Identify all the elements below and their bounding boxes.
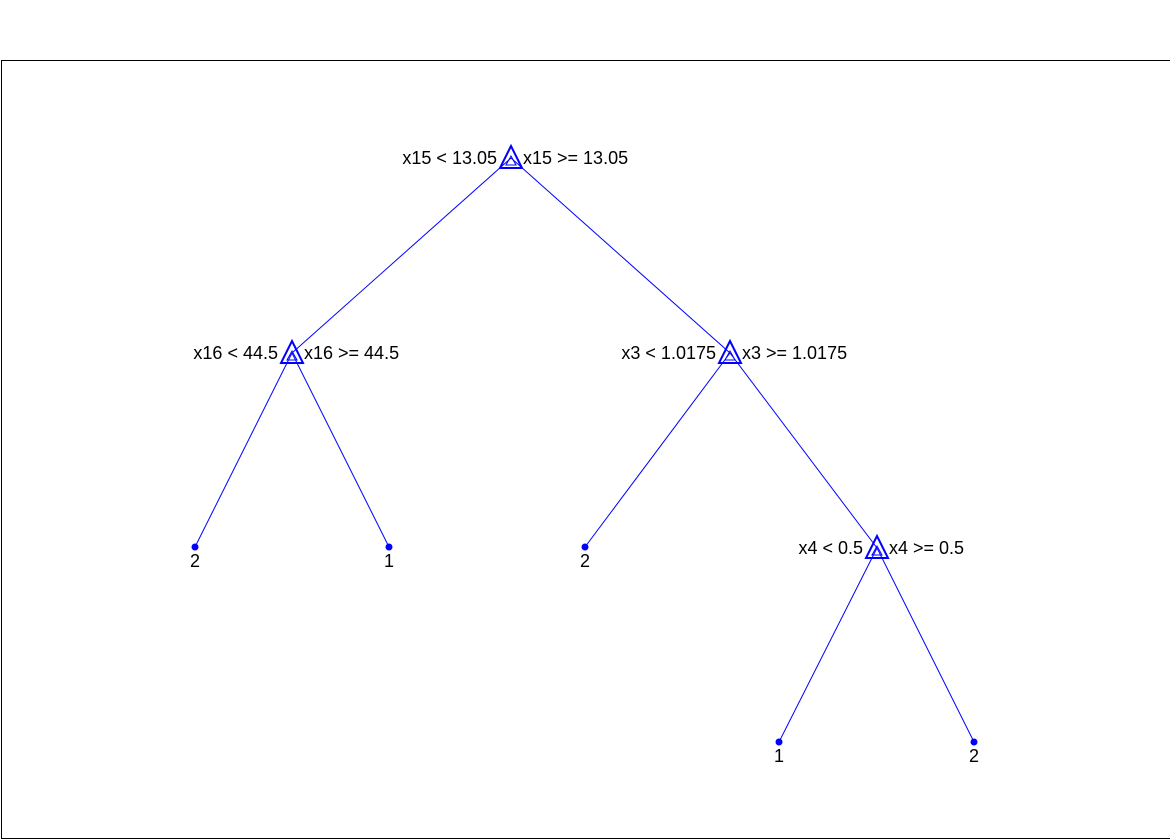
split-rule-left-label: x4 < 0.5 [798,538,863,558]
decision-node-triangle-icon [717,338,743,364]
leaf-class-label: 2 [190,551,200,571]
tree-edge-n3-n4 [729,352,878,549]
tree-edge-n4-l5 [876,547,975,743]
tree-edge-n1-n3 [510,157,731,354]
split-rule-right-label: x4 >= 0.5 [889,538,964,558]
split-rule-right-label: x15 >= 13.05 [523,148,628,168]
tree-edges [194,157,975,743]
split-rule-left-label: x3 < 1.0175 [621,343,716,363]
tree-edge-n3-l3 [584,352,731,548]
decision-node-inner-triangle [724,349,736,361]
tree-labels: x15 < 13.05 x15 >= 13.05 x16 < 44.5 x16 >= … [190,148,979,766]
decision-node-inner-triangle [871,544,883,556]
leaf-class-label: 2 [580,551,590,571]
decision-node-triangle-icon [864,533,890,559]
decision-node-inner-triangle [286,349,298,361]
leaf-node-dot [970,738,978,746]
tree-nodes [191,143,978,746]
leaf-node-dot [191,543,199,551]
tree-edge-n2-l1 [194,352,293,548]
leaf-class-label: 1 [384,551,394,571]
split-rule-right-label: x3 >= 1.0175 [742,343,847,363]
decision-node-triangle-icon [498,143,524,169]
split-rule-right-label: x16 >= 44.5 [304,343,399,363]
tree-edge-n2-l2 [291,352,390,548]
leaf-class-label: 2 [969,746,979,766]
decision-node-triangle-icon [279,338,305,364]
leaf-node-dot [385,543,393,551]
leaf-class-label: 1 [774,746,784,766]
decision-node-inner-triangle [505,154,517,166]
plot-frame [1,60,1170,839]
split-rule-left-label: x15 < 13.05 [402,148,497,168]
leaf-node-dot [581,543,589,551]
tree-edge-n1-n2 [291,157,512,354]
tree-edge-n4-l4 [778,547,878,743]
split-rule-left-label: x16 < 44.5 [193,343,278,363]
leaf-node-dot [775,738,783,746]
